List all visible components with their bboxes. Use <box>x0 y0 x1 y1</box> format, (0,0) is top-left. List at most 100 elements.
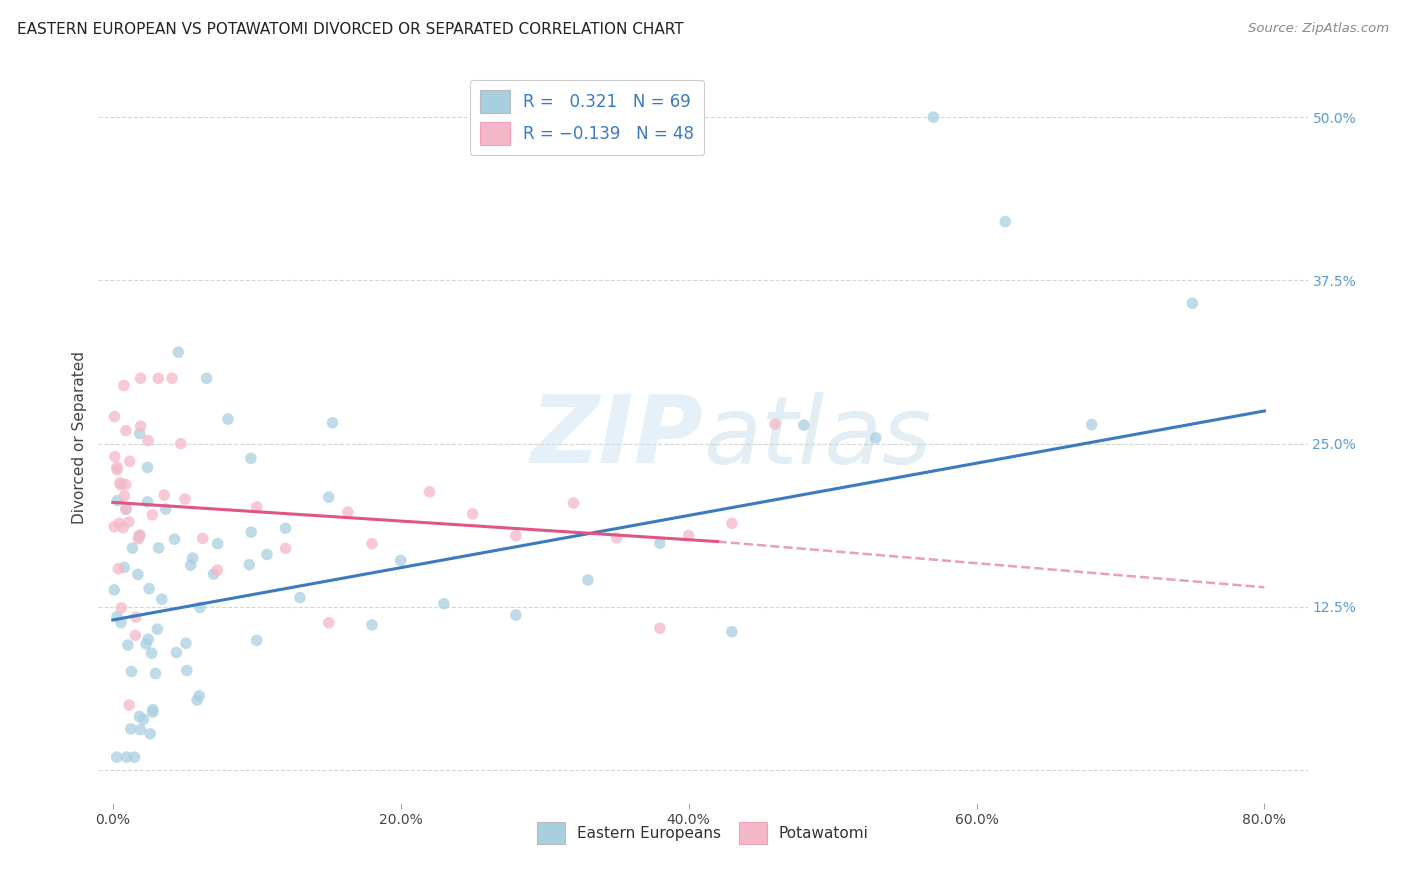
Point <box>136 495 159 509</box>
Point <box>1181 296 1204 310</box>
Point <box>127 532 149 546</box>
Point <box>105 463 128 477</box>
Y-axis label: Divorced or Separated: Divorced or Separated <box>72 351 87 524</box>
Point <box>104 450 127 464</box>
Point <box>239 451 262 466</box>
Point <box>562 496 585 510</box>
Point <box>112 560 135 574</box>
Point <box>160 371 183 385</box>
Point <box>150 592 173 607</box>
Point <box>361 536 384 550</box>
Point <box>648 621 671 635</box>
Point <box>274 521 297 535</box>
Point <box>124 750 146 764</box>
Point <box>146 622 169 636</box>
Point <box>141 646 163 660</box>
Point <box>238 558 260 572</box>
Point <box>195 371 218 385</box>
Point <box>274 541 297 556</box>
Point <box>110 600 132 615</box>
Point <box>180 558 202 573</box>
Legend: Eastern Europeans, Potawatomi: Eastern Europeans, Potawatomi <box>531 816 875 850</box>
Point <box>128 426 150 441</box>
Point <box>110 615 132 630</box>
Point <box>153 488 176 502</box>
Point <box>576 573 599 587</box>
Point <box>202 567 225 582</box>
Point <box>139 727 162 741</box>
Point <box>115 502 138 516</box>
Point <box>112 521 135 535</box>
Point <box>648 536 671 550</box>
Point <box>186 693 208 707</box>
Point <box>141 508 163 522</box>
Point <box>361 617 384 632</box>
Point <box>108 475 131 490</box>
Point <box>170 436 193 450</box>
Point <box>505 529 527 543</box>
Point <box>167 345 190 359</box>
Point <box>118 698 141 712</box>
Point <box>191 532 214 546</box>
Point <box>107 562 129 576</box>
Point <box>246 633 269 648</box>
Point <box>105 750 128 764</box>
Point <box>127 567 149 582</box>
Point <box>120 665 142 679</box>
Text: ZIP: ZIP <box>530 391 703 483</box>
Point <box>103 520 125 534</box>
Point <box>318 490 340 504</box>
Point <box>105 609 128 624</box>
Point <box>461 507 484 521</box>
Point <box>217 412 239 426</box>
Point <box>103 582 125 597</box>
Point <box>922 110 945 124</box>
Point <box>115 750 138 764</box>
Point <box>174 491 197 506</box>
Point <box>1080 417 1102 432</box>
Point <box>138 582 160 596</box>
Point <box>318 615 340 630</box>
Point <box>121 541 143 556</box>
Point <box>112 378 135 392</box>
Point <box>155 502 177 516</box>
Point <box>105 460 128 475</box>
Point <box>128 529 150 543</box>
Point <box>865 431 887 445</box>
Point <box>115 502 138 516</box>
Point <box>114 477 136 491</box>
Point <box>678 528 700 542</box>
Point <box>136 460 159 475</box>
Point <box>136 434 159 448</box>
Point <box>115 424 138 438</box>
Point <box>128 709 150 723</box>
Point <box>418 484 440 499</box>
Point <box>505 608 527 623</box>
Point <box>994 214 1017 228</box>
Point <box>148 541 170 555</box>
Point <box>606 531 628 545</box>
Point <box>120 722 142 736</box>
Point <box>142 705 165 719</box>
Point <box>174 636 197 650</box>
Point <box>256 548 278 562</box>
Point <box>163 532 186 546</box>
Point <box>389 553 412 567</box>
Point <box>793 418 815 433</box>
Point <box>205 563 228 577</box>
Point <box>142 703 165 717</box>
Point <box>108 516 131 531</box>
Point <box>148 371 170 385</box>
Point <box>176 664 198 678</box>
Point <box>188 689 211 703</box>
Point <box>112 489 135 503</box>
Point <box>125 610 148 624</box>
Text: EASTERN EUROPEAN VS POTAWATOMI DIVORCED OR SEPARATED CORRELATION CHART: EASTERN EUROPEAN VS POTAWATOMI DIVORCED … <box>17 22 683 37</box>
Point <box>246 500 269 514</box>
Point <box>117 638 139 652</box>
Point <box>763 417 786 431</box>
Point <box>322 416 344 430</box>
Point <box>336 505 359 519</box>
Point <box>118 454 141 468</box>
Point <box>110 478 132 492</box>
